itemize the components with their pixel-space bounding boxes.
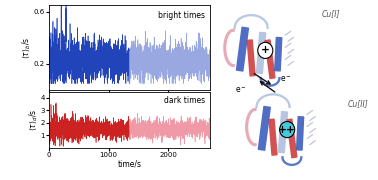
FancyBboxPatch shape: [286, 118, 297, 158]
FancyBboxPatch shape: [264, 39, 276, 79]
FancyBboxPatch shape: [256, 32, 266, 74]
Text: dark times: dark times: [164, 96, 205, 105]
Circle shape: [258, 42, 273, 58]
FancyBboxPatch shape: [236, 27, 249, 72]
X-axis label: time/s: time/s: [118, 159, 141, 168]
FancyBboxPatch shape: [277, 111, 288, 153]
FancyBboxPatch shape: [268, 118, 278, 156]
Text: bright times: bright times: [158, 11, 205, 20]
Text: +: +: [261, 45, 270, 55]
Y-axis label: $\langle\tau\rangle_d$/s: $\langle\tau\rangle_d$/s: [27, 109, 39, 131]
FancyBboxPatch shape: [246, 39, 256, 77]
Text: ++: ++: [278, 125, 296, 135]
Text: e$^-$: e$^-$: [235, 85, 247, 95]
Text: Cu[I]: Cu[I]: [322, 9, 340, 18]
Text: Cu[II]: Cu[II]: [347, 99, 368, 108]
Text: e$^-$: e$^-$: [280, 74, 292, 84]
FancyBboxPatch shape: [274, 37, 282, 72]
Circle shape: [280, 122, 295, 138]
FancyBboxPatch shape: [258, 106, 271, 151]
FancyBboxPatch shape: [296, 116, 304, 151]
Y-axis label: $\langle\tau\rangle_b$/s: $\langle\tau\rangle_b$/s: [20, 37, 33, 59]
